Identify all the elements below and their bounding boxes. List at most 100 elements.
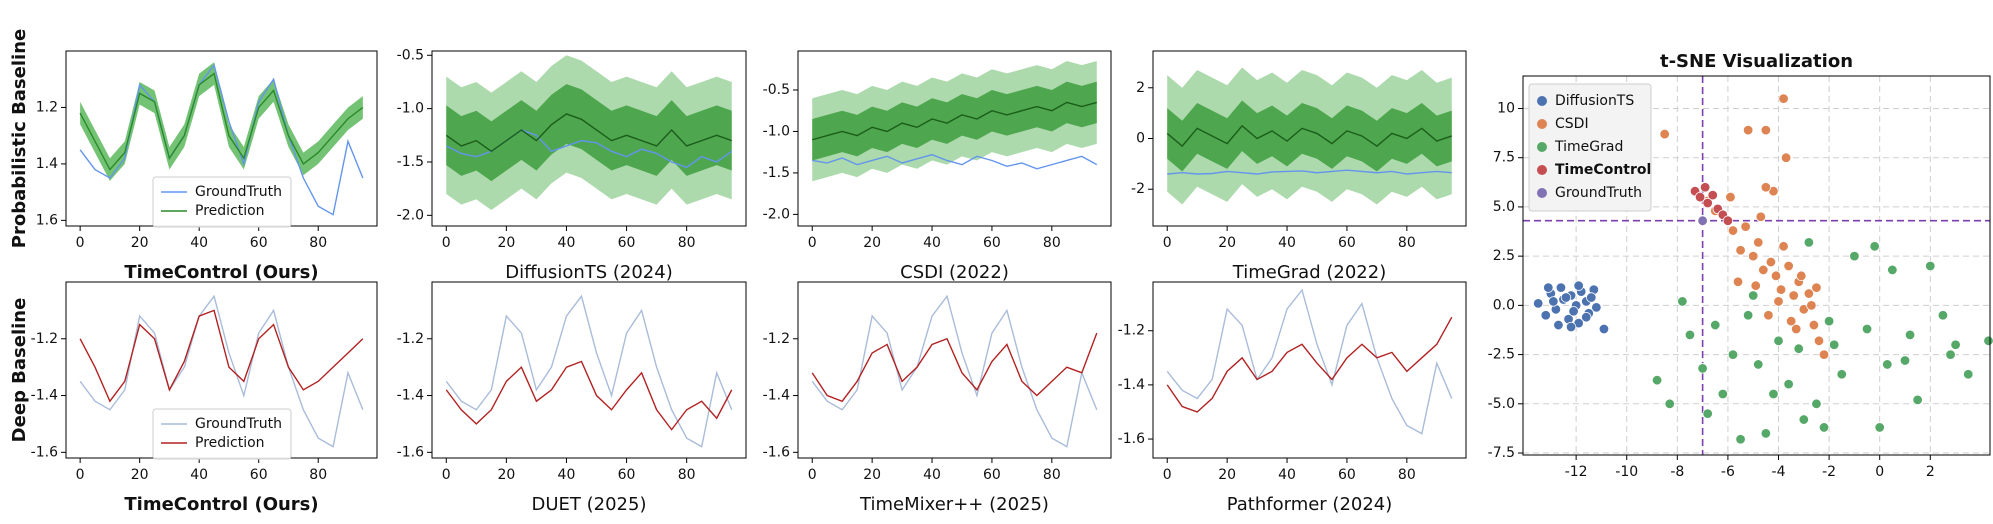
scatter-point <box>1742 310 1754 321</box>
scatter-point <box>1861 323 1873 335</box>
y-tick-label: -1.4 <box>31 388 58 404</box>
scatter-point <box>1548 296 1559 307</box>
x-tick-label: 60 <box>618 235 636 251</box>
scatter-point <box>1560 292 1572 303</box>
scatter-point <box>1735 434 1746 445</box>
x-tick-label: -6 <box>1721 464 1735 480</box>
x-tick-label: -12 <box>1565 464 1588 480</box>
scatter-point <box>1755 211 1767 222</box>
x-tick-label: 0 <box>76 467 85 483</box>
scatter-point <box>1823 315 1835 327</box>
x-tick-label: -10 <box>1615 464 1638 480</box>
x-tick-label: 80 <box>1043 467 1061 483</box>
confidence-band <box>1167 100 1452 172</box>
x-tick-label: 40 <box>1278 467 1296 483</box>
scatter-point <box>1773 296 1784 307</box>
x-tick-label: 20 <box>497 235 515 251</box>
scatter-point <box>1811 282 1822 293</box>
scatter-point <box>1904 329 1916 341</box>
x-tick-label: 20 <box>131 235 149 251</box>
scatter-point <box>1785 315 1797 327</box>
scatter-point <box>1750 280 1761 291</box>
scatter-point <box>1565 321 1577 333</box>
legend-marker <box>1537 165 1547 175</box>
scatter-point <box>1725 191 1736 203</box>
scatter-point <box>1753 359 1764 370</box>
scatter-point <box>1765 256 1777 268</box>
x-tick-label: 40 <box>923 467 941 483</box>
x-tick-label: 20 <box>497 467 515 483</box>
y-axis-label: Deep Baseline <box>9 298 30 443</box>
y-tick-label: 1.6 <box>36 212 58 228</box>
y-tick-label: 2 <box>1136 80 1145 96</box>
y-tick-label: 2.5 <box>1493 248 1515 264</box>
y-tick-label: 7.5 <box>1493 150 1515 166</box>
scatter-point <box>1742 124 1754 136</box>
scatter-point <box>1869 241 1880 252</box>
legend-marker <box>1537 119 1547 129</box>
x-tick-label: 20 <box>1218 235 1236 251</box>
x-tick-label: 40 <box>558 467 576 483</box>
legend-marker <box>1537 142 1547 152</box>
scatter-point <box>1568 306 1579 317</box>
scatter-point <box>1677 296 1688 307</box>
x-axis-label: TimeControl (Ours) <box>124 494 318 515</box>
scatter-point <box>1727 349 1739 360</box>
x-tick-label: 0 <box>1875 464 1884 480</box>
scatter-point <box>1963 369 1974 380</box>
x-tick-label: 0 <box>808 235 817 251</box>
plot-frame <box>431 281 747 459</box>
y-tick-label: -1.6 <box>31 444 58 460</box>
x-tick-label: 80 <box>309 467 327 483</box>
scatter-point <box>1702 408 1713 419</box>
scatter-point <box>1925 260 1936 272</box>
scatter-point <box>1702 197 1713 209</box>
scatter-point <box>1735 245 1746 256</box>
plot-frame <box>431 50 747 227</box>
plot-frame <box>797 50 1112 227</box>
scatter-point <box>1543 282 1554 293</box>
scatter-point <box>1783 378 1794 390</box>
scatter-point <box>1748 290 1759 301</box>
y-tick-label: 10 <box>1497 100 1515 116</box>
x-tick-label: 60 <box>1338 467 1356 483</box>
scatter-point <box>1694 191 1706 203</box>
scatter-point <box>1760 124 1772 136</box>
y-tick-label: -1.4 <box>763 388 790 404</box>
series-line <box>811 294 1098 448</box>
legend-box <box>152 176 292 228</box>
x-tick-label: -2 <box>1822 464 1836 480</box>
scatter-point <box>1791 323 1802 335</box>
scatter-point <box>1778 241 1789 252</box>
x-axis-label: CSDI (2022) <box>900 262 1009 283</box>
y-tick-label: 0.0 <box>1493 297 1515 313</box>
legend-label: GroundTruth <box>1555 185 1642 201</box>
confidence-band <box>812 81 1097 161</box>
legend-label: GroundTruth <box>195 184 282 200</box>
x-tick-label: 2 <box>1926 464 1935 480</box>
x-axis-label: Pathformer (2024) <box>1227 494 1393 515</box>
series-line <box>445 360 733 431</box>
legend-label: GroundTruth <box>195 416 282 432</box>
x-axis-label: TimeMixer++ (2025) <box>859 494 1049 515</box>
x-tick-label: -8 <box>1670 464 1684 480</box>
y-tick-label: -1.6 <box>763 444 790 460</box>
scatter-point <box>1697 215 1708 226</box>
x-tick-label: 60 <box>250 467 268 483</box>
x-tick-label: 80 <box>678 235 696 251</box>
scatter-point <box>1732 276 1744 287</box>
legend-label: TimeControl <box>1555 162 1651 178</box>
x-tick-label: 20 <box>863 467 881 483</box>
series-line <box>1166 288 1453 435</box>
y-axis-label: Probabilistic Baseline <box>9 29 30 248</box>
x-tick-label: 80 <box>1043 235 1061 251</box>
y-tick-label: -1.2 <box>397 331 424 347</box>
scatter-point <box>1697 363 1708 374</box>
scatter-point <box>1796 270 1807 282</box>
x-tick-label: 40 <box>190 235 208 251</box>
scatter-point <box>1553 319 1564 331</box>
y-tick-label: -2.0 <box>397 207 424 223</box>
x-tick-label: 20 <box>131 467 149 483</box>
x-tick-label: 0 <box>1163 235 1172 251</box>
